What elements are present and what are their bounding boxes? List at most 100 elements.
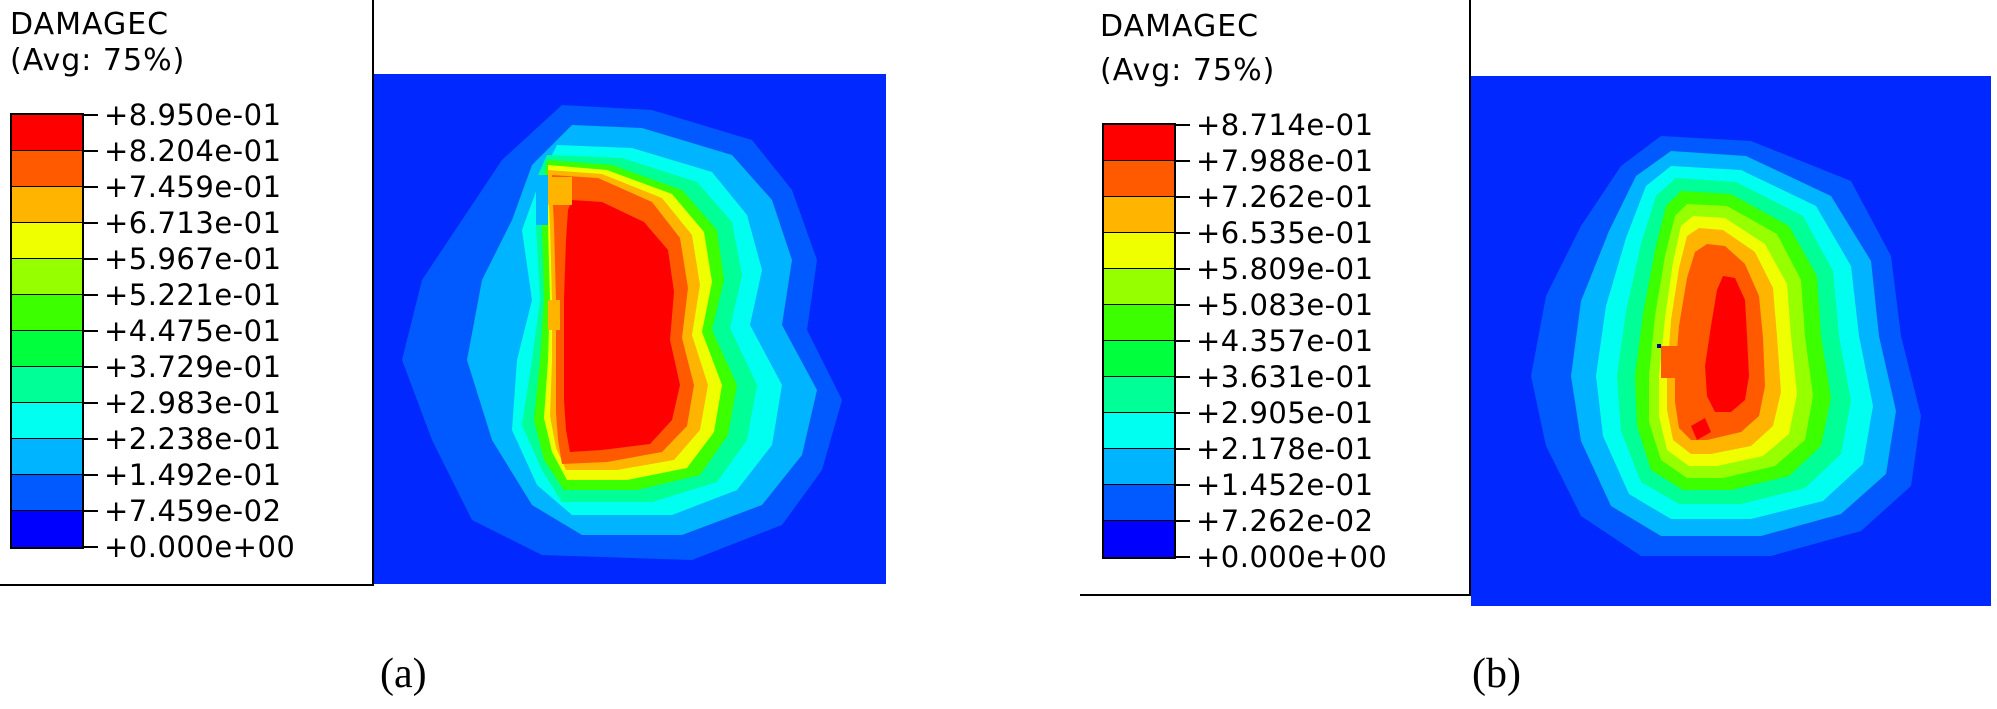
- colorbar-tick-label: +7.459e-01: [104, 170, 282, 204]
- colorbar-tick: [82, 186, 98, 188]
- colorbar-tick-label: +1.492e-01: [104, 458, 282, 492]
- caption: (b): [1472, 651, 1521, 697]
- colorbar-tick: [82, 366, 98, 368]
- colorbar-tick: [1174, 520, 1190, 522]
- colorbar-tick-label: +3.631e-01: [1196, 360, 1374, 394]
- colorbar-band: [1104, 305, 1174, 341]
- colorbar: [1102, 123, 1176, 559]
- notch-dark: [1657, 344, 1661, 348]
- colorbar-band: [12, 151, 82, 187]
- notch-orange-top: [548, 177, 572, 205]
- colorbar-tick-label: +2.905e-01: [1196, 396, 1374, 430]
- colorbar: [10, 113, 84, 549]
- colorbar-tick-label: +7.262e-01: [1196, 180, 1374, 214]
- colorbar-tick: [82, 258, 98, 260]
- colorbar-band: [12, 403, 82, 439]
- colorbar-tick: [82, 438, 98, 440]
- panel-b: DAMAGEC (Avg: 75%) +8.714e-01 +7.988e-01 +…: [1080, 0, 1997, 709]
- colorbar-band: [12, 295, 82, 331]
- colorbar-tick-label: +2.178e-01: [1196, 432, 1374, 466]
- colorbar-tick-label: +5.809e-01: [1196, 252, 1374, 286]
- colorbar-tick: [82, 546, 98, 548]
- colorbar-tick-label: +6.535e-01: [1196, 216, 1374, 250]
- colorbar-band: [1104, 161, 1174, 197]
- colorbar-band: [1104, 485, 1174, 521]
- colorbar-tick-label: +7.459e-02: [104, 494, 282, 528]
- colorbar-band: [12, 331, 82, 367]
- colorbar-band: [12, 511, 82, 547]
- colorbar-tick: [82, 150, 98, 152]
- colorbar-band: [1104, 377, 1174, 413]
- damage-contour-plot: [374, 74, 886, 584]
- colorbar-tick-label: +0.000e+00: [1196, 540, 1388, 574]
- colorbar-tick: [1174, 412, 1190, 414]
- colorbar-tick-label: +4.357e-01: [1196, 324, 1374, 358]
- colorbar-tick-label: +6.713e-01: [104, 206, 282, 240]
- colorbar-tick: [82, 330, 98, 332]
- legend-subtitle: (Avg: 75%): [1100, 53, 1276, 88]
- notch-orange: [1661, 346, 1683, 378]
- colorbar-tick-label: +1.452e-01: [1196, 468, 1374, 502]
- colorbar-band: [12, 187, 82, 223]
- colorbar-band: [12, 115, 82, 151]
- colorbar-tick: [82, 510, 98, 512]
- colorbar-tick: [1174, 160, 1190, 162]
- colorbar-band: [1104, 269, 1174, 305]
- colorbar-tick: [1174, 124, 1190, 126]
- colorbar-tick: [82, 294, 98, 296]
- colorbar-tick: [1174, 340, 1190, 342]
- colorbar-tick-label: +8.950e-01: [104, 98, 282, 132]
- colorbar-band: [1104, 449, 1174, 485]
- colorbar-tick-label: +2.238e-01: [104, 422, 282, 456]
- notch-orange-mid: [548, 300, 560, 330]
- colorbar-band: [12, 439, 82, 475]
- colorbar-tick: [1174, 232, 1190, 234]
- colorbar-tick: [1174, 304, 1190, 306]
- legend-title: DAMAGEC: [1100, 9, 1260, 44]
- legend-title: DAMAGEC: [10, 7, 170, 42]
- colorbar-band: [1104, 233, 1174, 269]
- colorbar-tick-label: +8.714e-01: [1196, 108, 1374, 142]
- colorbar-band: [1104, 521, 1174, 557]
- contour-band-9-spot: [1691, 418, 1711, 440]
- colorbar-tick-label: +5.221e-01: [104, 278, 282, 312]
- colorbar-tick-label: +3.729e-01: [104, 350, 282, 384]
- colorbar-band: [12, 475, 82, 511]
- colorbar-tick-label: +4.475e-01: [104, 314, 282, 348]
- colorbar-tick: [1174, 268, 1190, 270]
- legend-frame-bottom: [1080, 594, 1471, 596]
- colorbar-tick-label: +8.204e-01: [104, 134, 282, 168]
- colorbar-tick: [1174, 484, 1190, 486]
- colorbar-band: [1104, 125, 1174, 161]
- legend-frame-right: [1469, 0, 1471, 596]
- legend-frame-bottom: [0, 584, 374, 586]
- colorbar-tick-label: +7.988e-01: [1196, 144, 1374, 178]
- colorbar-tick-label: +5.967e-01: [104, 242, 282, 276]
- damage-contour-plot: [1471, 76, 1991, 606]
- colorbar-band: [1104, 341, 1174, 377]
- colorbar-band: [12, 367, 82, 403]
- notch-edge: [536, 175, 548, 225]
- contour-band-8: [564, 200, 680, 452]
- colorbar-tick: [1174, 448, 1190, 450]
- legend-frame-right: [372, 0, 374, 586]
- colorbar-band: [12, 259, 82, 295]
- colorbar-tick: [82, 114, 98, 116]
- colorbar-band: [12, 223, 82, 259]
- colorbar-band: [1104, 413, 1174, 449]
- caption: (a): [380, 651, 427, 697]
- colorbar-tick-label: +5.083e-01: [1196, 288, 1374, 322]
- contour-band-9: [1705, 276, 1749, 412]
- legend-subtitle: (Avg: 75%): [10, 43, 186, 78]
- colorbar-band: [1104, 197, 1174, 233]
- colorbar-tick-label: +2.983e-01: [104, 386, 282, 420]
- colorbar-tick: [1174, 196, 1190, 198]
- colorbar-tick-label: +7.262e-02: [1196, 504, 1374, 538]
- colorbar-tick: [82, 222, 98, 224]
- colorbar-tick: [82, 402, 98, 404]
- colorbar-tick-label: +0.000e+00: [104, 530, 296, 564]
- colorbar-tick: [82, 474, 98, 476]
- colorbar-tick: [1174, 376, 1190, 378]
- panel-a: DAMAGEC (Avg: 75%) +8.950e-01 +8.204e-01 +…: [0, 0, 900, 709]
- colorbar-tick: [1174, 556, 1190, 558]
